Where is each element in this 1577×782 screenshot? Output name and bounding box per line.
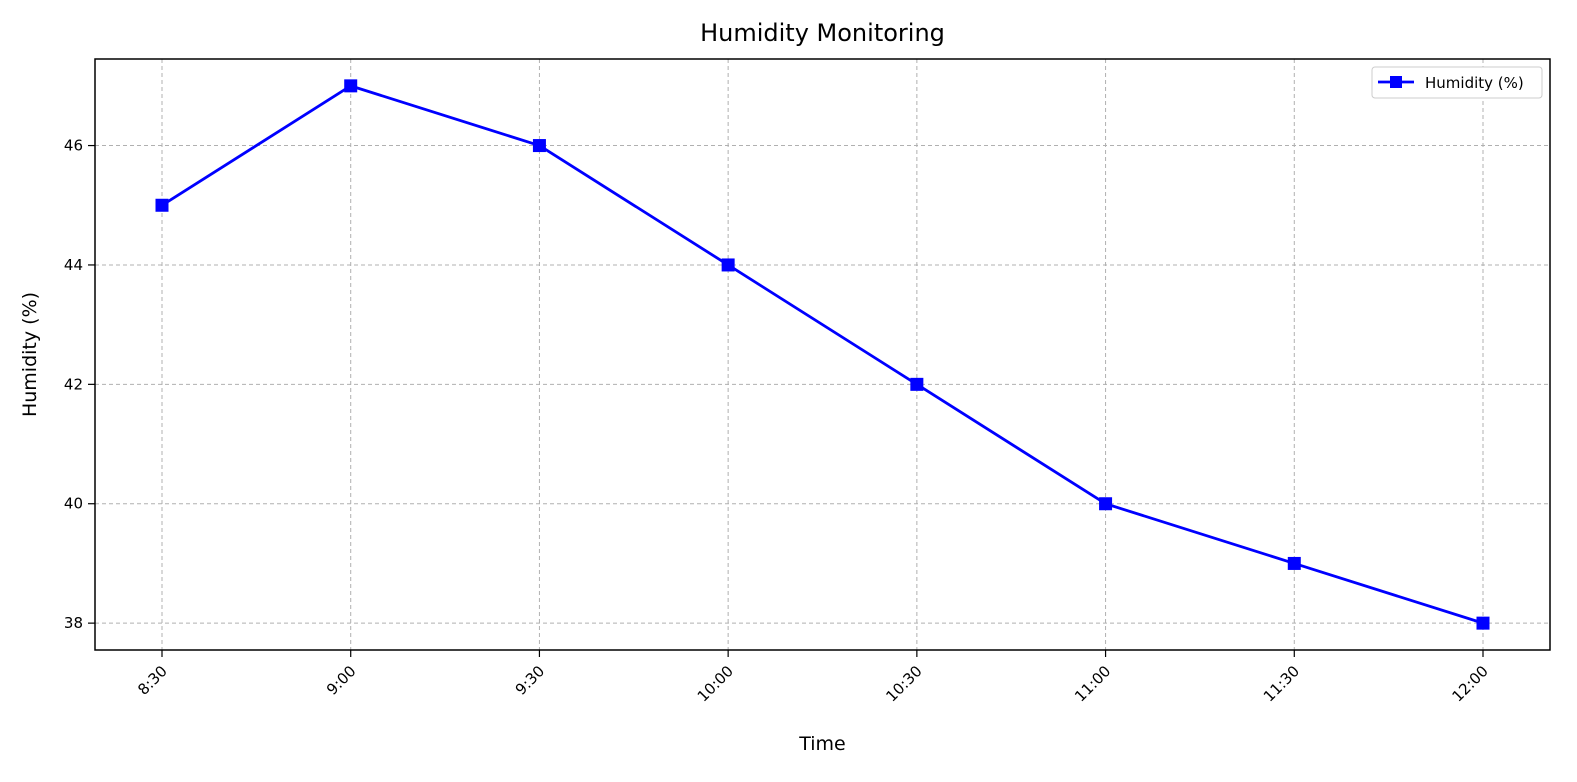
legend: Humidity (%) xyxy=(1371,66,1543,99)
x-axis-ticks: 8:30 9:00 9:30 10:00 10:30 11:00 11:30 12:00 xyxy=(134,650,1492,705)
x-tick-label: 10:30 xyxy=(882,662,925,705)
y-tick-label: 38 xyxy=(64,614,83,632)
x-tick-label: 11:30 xyxy=(1260,662,1303,705)
x-axis-label: Time xyxy=(798,733,846,755)
data-point-marker xyxy=(1476,616,1490,630)
x-tick-label: 12:00 xyxy=(1449,662,1492,705)
y-axis-label: Humidity (%) xyxy=(19,292,41,417)
legend-marker-swatch xyxy=(1390,76,1402,88)
data-point-marker xyxy=(1287,556,1301,570)
series-layer xyxy=(155,79,1490,630)
y-tick-label: 46 xyxy=(64,137,83,155)
y-tick-label: 42 xyxy=(64,375,83,393)
data-point-marker xyxy=(721,258,735,272)
data-point-marker xyxy=(532,139,546,153)
chart-title: Humidity Monitoring xyxy=(700,19,945,47)
data-point-marker xyxy=(910,377,924,391)
series-line xyxy=(161,84,1484,625)
data-point-marker xyxy=(155,198,169,212)
x-tick-label: 10:00 xyxy=(694,662,737,705)
x-tick-label: 9:00 xyxy=(323,662,360,699)
x-tick-label: 8:30 xyxy=(134,662,171,699)
x-tick-label: 11:00 xyxy=(1071,662,1114,705)
y-tick-label: 40 xyxy=(64,495,83,513)
y-axis-ticks: 38 40 42 44 46 xyxy=(64,137,95,632)
legend-label: Humidity (%) xyxy=(1425,74,1524,92)
data-point-marker xyxy=(344,79,358,93)
data-point-marker xyxy=(1099,497,1113,511)
legend-box xyxy=(1371,66,1543,99)
plot-area-frame xyxy=(94,58,1551,651)
grid xyxy=(95,59,1550,650)
y-tick-label: 44 xyxy=(64,256,83,274)
x-tick-label: 9:30 xyxy=(512,662,549,699)
